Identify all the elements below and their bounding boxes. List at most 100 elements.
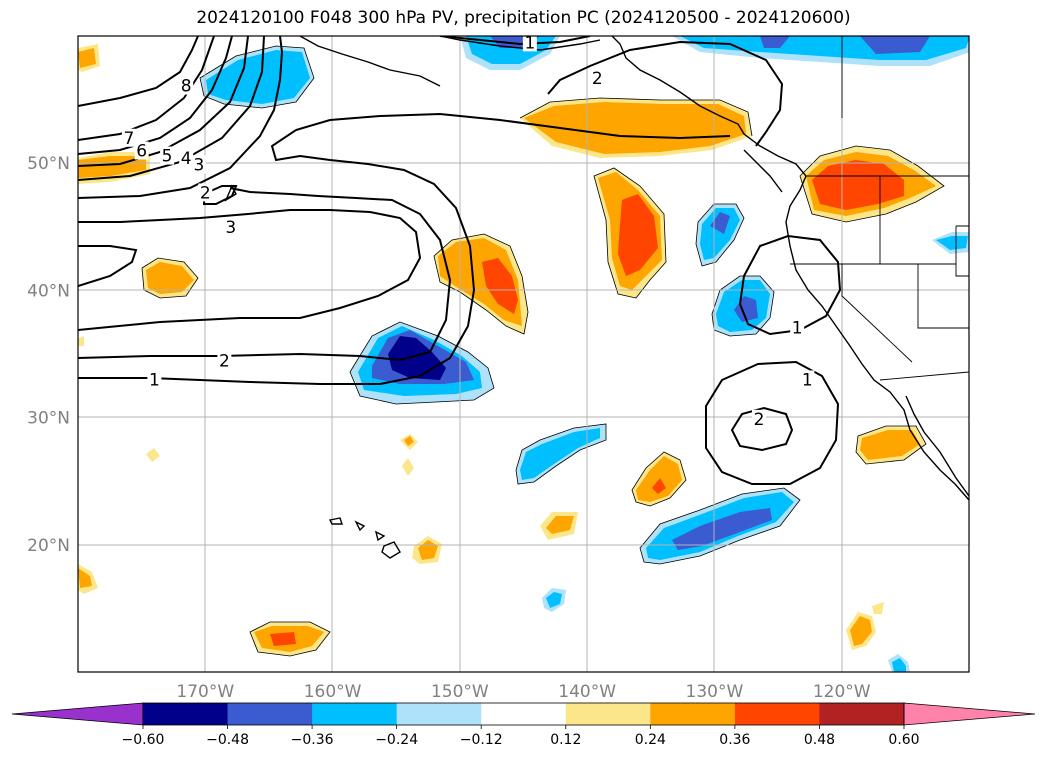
contour-label-background	[590, 68, 605, 87]
pc-positive-area	[636, 456, 682, 502]
pv-contour-line	[78, 36, 199, 107]
pc-positive-area	[78, 568, 92, 588]
pc-positive-area	[404, 436, 414, 446]
colorbar-tick-label: −0.24	[375, 732, 418, 748]
contour-label-background	[800, 370, 815, 389]
contour-label: 1	[524, 33, 535, 53]
lon-tick-label: 120°W	[813, 682, 871, 702]
lon-tick-label: 160°W	[304, 682, 362, 702]
pv-contour-line	[78, 36, 284, 199]
pv-contour-line	[439, 36, 591, 46]
colorbar-segment	[227, 703, 313, 725]
pv-contour-line	[730, 406, 794, 452]
pc-negative-area	[546, 592, 562, 608]
pc-positive-area	[482, 258, 518, 314]
pc-positive-area	[146, 262, 194, 294]
pc-negative-area	[672, 508, 772, 550]
contour-label: 3	[225, 218, 236, 238]
pv-contour-line	[705, 360, 840, 485]
pv-contour-line	[547, 40, 784, 147]
lon-tick-label: 170°W	[176, 682, 234, 702]
alaska-peninsula-coastline	[439, 36, 601, 51]
pv-contour-line	[78, 36, 215, 141]
state-border-utah-arizona	[917, 264, 969, 329]
colorbar-tick-label: 0.36	[719, 732, 750, 748]
coastlines	[224, 36, 969, 559]
pc-positive-area	[546, 516, 574, 534]
pv-contours	[78, 36, 842, 485]
pc-positive-area	[402, 458, 414, 476]
contour-label: 2	[592, 69, 603, 89]
lat-tick-label: 30°N	[27, 409, 70, 429]
colorbar-segment	[819, 703, 905, 725]
lat-tick-label: 50°N	[27, 154, 70, 174]
contour-label-background	[790, 318, 805, 337]
pc-positive-area	[270, 632, 296, 646]
contour-label: 2	[754, 410, 765, 430]
colorbar-segment	[143, 703, 229, 725]
colorbar-extend-max	[903, 702, 1036, 726]
contour-label: 4	[181, 149, 192, 169]
colorbar-segment	[734, 703, 820, 725]
lon-tick-label: 130°W	[686, 682, 744, 702]
colorbar-tick-label: −0.60	[122, 732, 165, 748]
political-borders	[790, 36, 970, 381]
pv-contour-line	[78, 245, 138, 287]
pc-positive-area	[146, 448, 160, 462]
pv-contour-line	[203, 185, 238, 205]
colorbar-tick-label: 0.24	[635, 732, 666, 748]
colorbar-segment	[650, 703, 736, 725]
contour-label-background	[134, 141, 149, 160]
contour-label: 8	[181, 77, 192, 97]
colorbar-tick-label: 0.60	[888, 732, 919, 748]
pc-negative-area	[860, 36, 930, 54]
pv-contour-line	[78, 36, 233, 155]
map-frame	[77, 35, 970, 673]
pc-negative-area	[710, 212, 730, 234]
lon-tick-label: 150°W	[431, 682, 489, 702]
north-america-coastline	[611, 36, 969, 501]
pc-positive-area	[78, 336, 84, 346]
contour-label: 2	[219, 351, 230, 371]
pc-positive-area	[652, 478, 666, 494]
pc-positive-area	[872, 602, 884, 614]
latitude-labels: 50°N 40°N 30°N 20°N	[27, 154, 70, 556]
pc-negative-area	[206, 50, 310, 104]
colorbar-tick-label: 0.12	[550, 732, 581, 748]
pc-negative-area	[892, 658, 906, 672]
contour-label-background	[160, 146, 175, 165]
pc-positive-area	[860, 430, 920, 460]
longitude-labels: 170°W 160°W 150°W 140°W 130°W 120°W	[176, 682, 870, 702]
aleutians-coastline	[299, 36, 441, 87]
contour-label-background	[522, 33, 537, 52]
lat-tick-label: 20°N	[27, 536, 70, 556]
pv-contour-line	[78, 36, 249, 167]
contour-label: 6	[136, 141, 147, 161]
contour-label: 5	[162, 147, 173, 167]
colorbar-tick-label: −0.48	[206, 732, 249, 748]
pv-contour-line	[78, 187, 452, 362]
pc-positive-area	[618, 194, 658, 276]
contour-label: 1	[802, 370, 813, 390]
pv-contour-line	[738, 234, 842, 336]
contour-label: 1	[792, 318, 803, 338]
pc-positive-area	[524, 102, 746, 154]
pc-positive-area	[812, 160, 904, 210]
contour-label: 7	[124, 129, 135, 149]
mexico-border	[879, 371, 970, 381]
contour-label-background	[217, 351, 232, 370]
pc-outline-layer	[141, 45, 945, 657]
baja-california-coastline	[905, 395, 969, 497]
contour-label-background	[223, 217, 238, 236]
chart-title: 2024120100 F048 300 hPa PV, precipitatio…	[196, 8, 851, 28]
contour-label-background	[198, 183, 213, 202]
colorbar-tick-label: −0.36	[291, 732, 334, 748]
pc-negative-area	[700, 208, 740, 260]
pv-contour-line	[78, 36, 265, 181]
contour-label: 1	[149, 370, 160, 390]
colorbar-segment	[481, 703, 567, 725]
state-border-nevada	[955, 225, 969, 277]
colorbar-tick-label: 0.48	[804, 732, 835, 748]
state-border-california-nevada	[841, 264, 913, 363]
pv-contour-line	[78, 209, 422, 331]
